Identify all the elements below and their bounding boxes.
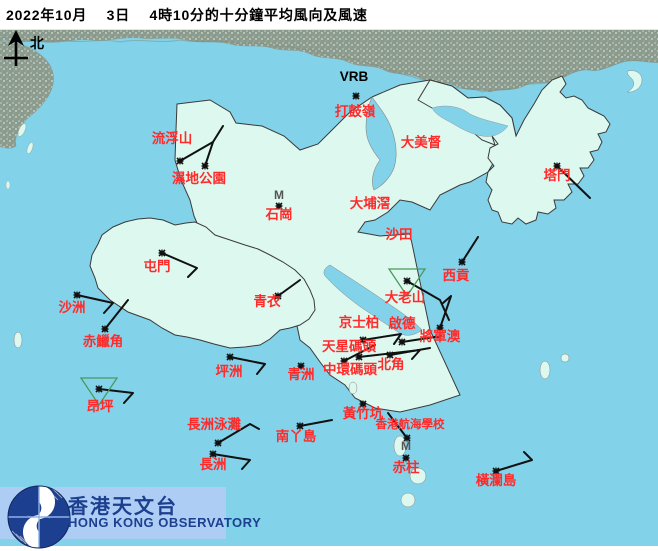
svg-text:長洲: 長洲 bbox=[200, 457, 227, 472]
svg-text:將軍澳: 將軍澳 bbox=[420, 328, 461, 344]
svg-text:長洲泳灘: 長洲泳灘 bbox=[187, 416, 241, 432]
svg-text:石崗: 石崗 bbox=[265, 206, 293, 222]
svg-text:西貢: 西貢 bbox=[443, 268, 470, 283]
svg-text:沙洲: 沙洲 bbox=[59, 300, 86, 315]
svg-text:赤柱: 赤柱 bbox=[393, 459, 420, 475]
svg-text:天星碼頭: 天星碼頭 bbox=[322, 339, 376, 354]
svg-text:濕地公園: 濕地公園 bbox=[172, 170, 226, 186]
svg-text:京士柏: 京士柏 bbox=[339, 314, 380, 330]
svg-text:流浮山: 流浮山 bbox=[152, 130, 193, 146]
svg-text:赤鱲角: 赤鱲角 bbox=[83, 333, 124, 349]
svg-text:M: M bbox=[401, 439, 411, 453]
svg-text:屯門: 屯門 bbox=[144, 258, 171, 274]
svg-text:VRB: VRB bbox=[340, 69, 369, 84]
svg-text:塔門: 塔門 bbox=[544, 167, 571, 183]
svg-text:中環碼頭: 中環碼頭 bbox=[323, 361, 377, 377]
svg-text:北: 北 bbox=[30, 35, 44, 51]
svg-text:北角: 北角 bbox=[378, 356, 405, 372]
svg-text:香港航海學校: 香港航海學校 bbox=[375, 417, 445, 431]
svg-text:大埔滘: 大埔滘 bbox=[350, 195, 391, 211]
svg-text:南丫島: 南丫島 bbox=[276, 428, 317, 444]
svg-text:青洲: 青洲 bbox=[288, 366, 315, 382]
svg-text:青衣: 青衣 bbox=[254, 293, 281, 309]
svg-text:坪洲: 坪洲 bbox=[216, 364, 243, 379]
svg-text:橫瀾島: 橫瀾島 bbox=[476, 472, 517, 488]
svg-text:M: M bbox=[274, 188, 284, 202]
svg-text:大老山: 大老山 bbox=[385, 289, 426, 305]
svg-text:昂坪: 昂坪 bbox=[87, 399, 114, 414]
svg-text:啟德: 啟德 bbox=[389, 315, 416, 331]
svg-text:大美督: 大美督 bbox=[401, 134, 442, 150]
svg-text:打鼓嶺: 打鼓嶺 bbox=[335, 103, 376, 119]
svg-text:沙田: 沙田 bbox=[386, 227, 413, 242]
